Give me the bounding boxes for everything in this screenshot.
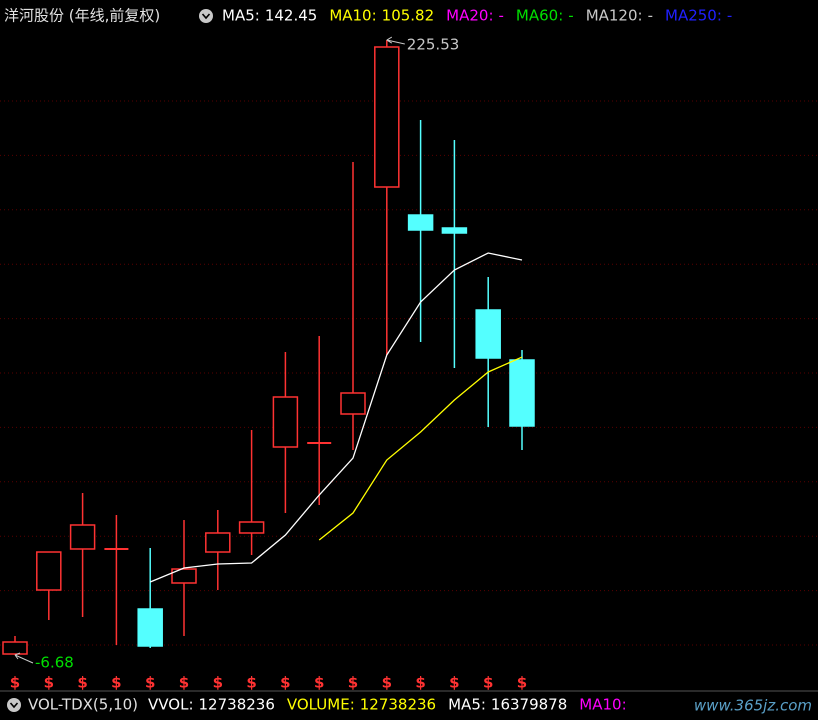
legend-value: 105.82 bbox=[382, 7, 435, 25]
volume-value: 12738236 bbox=[360, 696, 436, 714]
legend-label: MA60: bbox=[516, 7, 563, 25]
volume-label: MA5: bbox=[448, 696, 486, 714]
signal-mark: $ bbox=[348, 674, 358, 692]
volume-value: 12738236 bbox=[199, 696, 275, 714]
signal-mark: $ bbox=[415, 674, 425, 692]
signal-mark: $ bbox=[179, 674, 189, 692]
watermark: www.365jz.com bbox=[694, 697, 812, 715]
candle-body bbox=[509, 359, 535, 427]
legend-value: - bbox=[648, 7, 653, 25]
candle-body bbox=[205, 532, 231, 553]
candle-body bbox=[441, 227, 468, 234]
indicator-icon[interactable] bbox=[7, 698, 21, 712]
candle-body bbox=[407, 214, 434, 231]
max-arrow bbox=[386, 36, 405, 45]
signal-mark: $ bbox=[483, 674, 493, 692]
legend-value: - bbox=[499, 7, 504, 25]
watermark-bg bbox=[676, 694, 818, 718]
legend-label: MA5: bbox=[222, 7, 260, 25]
signal-mark: $ bbox=[111, 674, 121, 692]
volume-label: VOLUME: bbox=[287, 696, 355, 714]
legend-value: - bbox=[568, 7, 573, 25]
legend-label: MA10: bbox=[329, 7, 376, 25]
candle-body bbox=[36, 551, 62, 591]
volume-value: 16379878 bbox=[491, 696, 567, 714]
settings-icon[interactable] bbox=[199, 9, 213, 23]
legend-value: 142.45 bbox=[265, 7, 318, 25]
ma-line bbox=[149, 252, 523, 583]
chart-title: 洋河股份 (年线,前复权) bbox=[4, 7, 160, 25]
signal-mark: $ bbox=[382, 674, 392, 692]
signal-mark: $ bbox=[10, 674, 20, 692]
candle-body bbox=[238, 521, 265, 534]
indicator-name: VOL-TDX(5,10) bbox=[28, 696, 138, 714]
signal-mark: $ bbox=[280, 674, 290, 692]
min-arrow bbox=[14, 652, 34, 664]
legend-label: MA250: bbox=[665, 7, 722, 25]
candle-body bbox=[272, 396, 299, 448]
ma-line bbox=[318, 356, 523, 541]
candle-body bbox=[340, 392, 366, 415]
signal-mark: $ bbox=[77, 674, 87, 692]
signal-mark: $ bbox=[449, 674, 459, 692]
signal-mark: $ bbox=[246, 674, 256, 692]
candle-body bbox=[69, 524, 96, 550]
legend-label: MA20: bbox=[446, 7, 493, 25]
volume-label: MA10: bbox=[579, 696, 626, 714]
signal-mark: $ bbox=[145, 674, 155, 692]
volume-label: VVOL: bbox=[148, 696, 193, 714]
signal-mark: $ bbox=[314, 674, 324, 692]
signal-mark: $ bbox=[44, 674, 54, 692]
max-label: 225.53 bbox=[407, 36, 460, 54]
signal-mark: $ bbox=[213, 674, 223, 692]
legend-label: MA120: bbox=[586, 7, 643, 25]
candle-body bbox=[171, 568, 197, 584]
candle-body bbox=[2, 641, 28, 655]
candle-body bbox=[137, 608, 163, 647]
signal-mark: $ bbox=[517, 674, 527, 692]
grid bbox=[0, 100, 818, 646]
min-label: -6.68 bbox=[35, 654, 74, 672]
candle-body bbox=[374, 46, 400, 188]
legend-value: - bbox=[727, 7, 732, 25]
candle-body bbox=[475, 309, 501, 359]
